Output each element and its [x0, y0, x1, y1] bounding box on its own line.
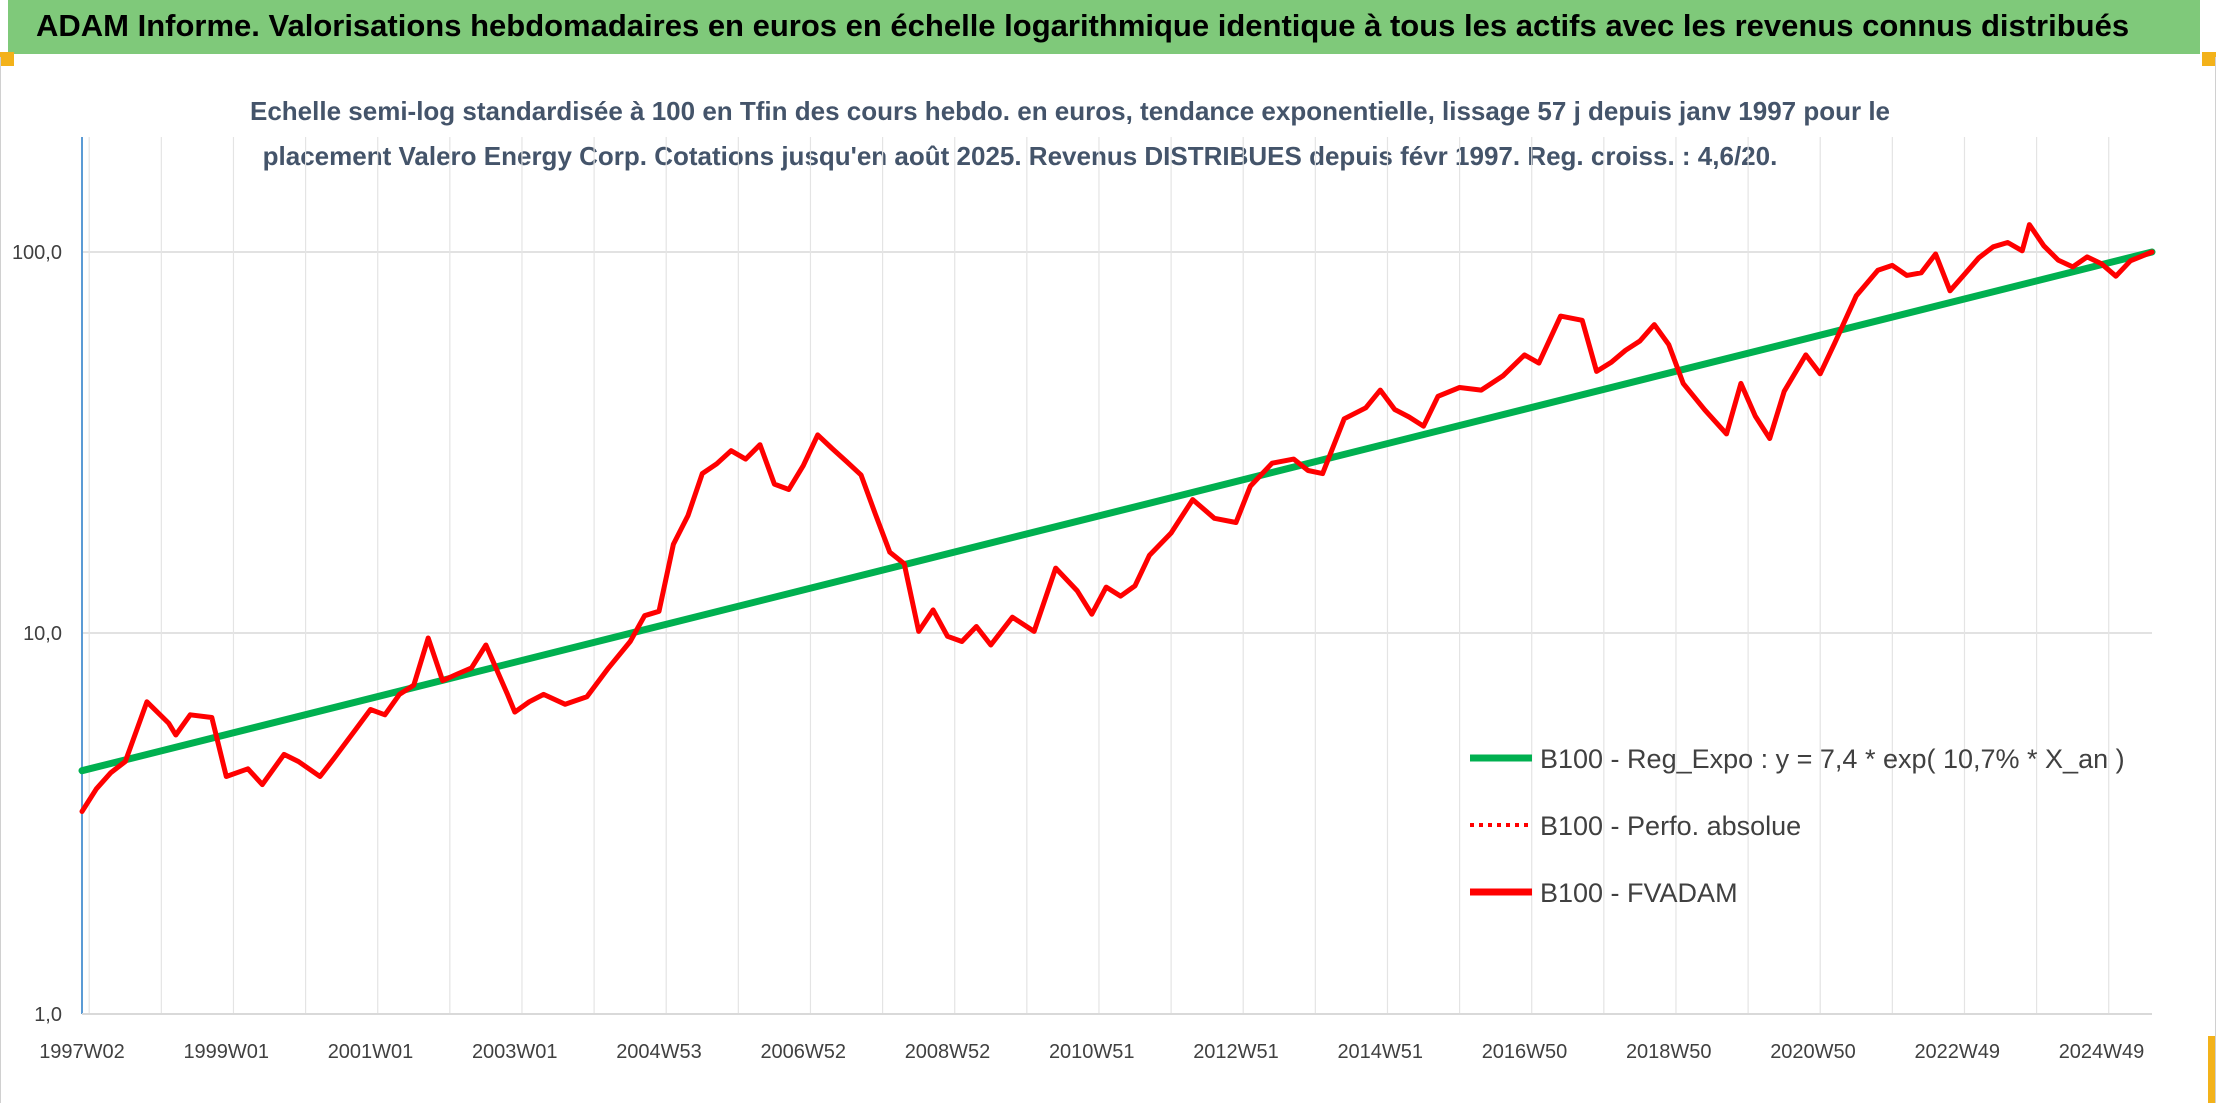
- x-tick-label-4: 2004W53: [616, 1041, 702, 1063]
- x-tick-label-11: 2018W50: [1626, 1041, 1712, 1063]
- corner-marker-bottom-right: [2208, 1036, 2216, 1103]
- x-tick-label-14: 2024W49: [2059, 1041, 2145, 1063]
- corner-marker-top-left: [0, 52, 14, 66]
- chart-title-line1: Echelle semi-log standardisée à 100 en T…: [250, 96, 1891, 126]
- header-banner: ADAM Informe. Valorisations hebdomadaire…: [8, 0, 2200, 57]
- legend-label-2: B100 - FVADAM: [1540, 878, 1738, 908]
- series-line-0: [78, 248, 2156, 775]
- x-tick-label-0: 1997W02: [39, 1041, 125, 1063]
- y-tick-label-1: 10,0: [23, 623, 62, 645]
- series-line-2: [79, 222, 2155, 814]
- x-tick-label-1: 1999W01: [183, 1041, 269, 1063]
- x-tick-label-8: 2012W51: [1193, 1041, 1279, 1063]
- legend-label-1: B100 - Perfo. absolue: [1540, 811, 1801, 841]
- x-tick-label-7: 2010W51: [1049, 1041, 1135, 1063]
- y-tick-label-2: 100,0: [12, 242, 62, 264]
- x-tick-labels: 1997W02 1999W01 2001W01 2003W01 2004W53 2006W…: [39, 1041, 2144, 1063]
- x-tick-label-10: 2016W50: [1482, 1041, 1568, 1063]
- corner-marker-top-right: [2202, 52, 2216, 66]
- x-tick-label-6: 2008W52: [905, 1041, 991, 1063]
- chart-title-line2: placement Valero Energy Corp. Cotations …: [262, 141, 1778, 171]
- x-tick-label-3: 2003W01: [472, 1041, 558, 1063]
- legend-label-0: B100 - Reg_Expo : y = 7,4 * exp( 10,7% *…: [1540, 744, 2125, 774]
- y-tick-label-0: 1,0: [34, 1004, 62, 1026]
- x-tick-label-9: 2014W51: [1337, 1041, 1423, 1063]
- y-tick-labels: 1,0 10,0 100,0: [12, 242, 62, 1026]
- grid-lines: [82, 137, 2152, 1015]
- x-tick-label-2: 2001W01: [328, 1041, 414, 1063]
- x-tick-label-5: 2006W52: [760, 1041, 846, 1063]
- x-tick-label-12: 2020W50: [1770, 1041, 1856, 1063]
- x-tick-label-13: 2022W49: [1914, 1041, 2000, 1063]
- page-title: ADAM Informe. Valorisations hebdomadaire…: [36, 8, 2130, 43]
- series-lines: [78, 222, 2156, 814]
- legend: B100 - Reg_Expo : y = 7,4 * exp( 10,7% *…: [1470, 744, 2125, 908]
